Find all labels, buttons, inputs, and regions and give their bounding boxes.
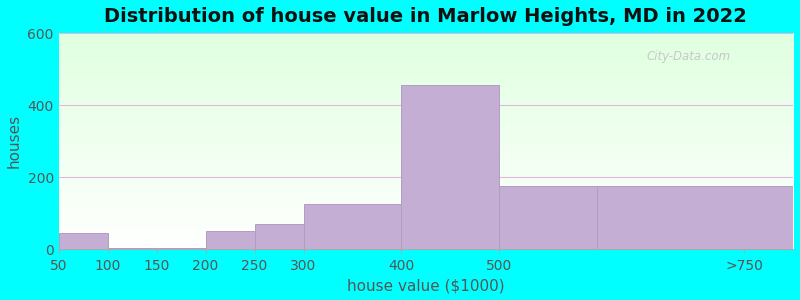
Title: Distribution of house value in Marlow Heights, MD in 2022: Distribution of house value in Marlow He… <box>105 7 747 26</box>
Y-axis label: houses: houses <box>7 114 22 168</box>
Bar <box>254 224 303 250</box>
Bar <box>598 186 793 250</box>
Text: City-Data.com: City-Data.com <box>646 50 730 63</box>
X-axis label: house value ($1000): house value ($1000) <box>347 278 505 293</box>
Bar <box>58 232 108 250</box>
Bar <box>303 204 402 250</box>
Bar <box>499 186 598 250</box>
Bar <box>157 248 206 250</box>
Bar <box>108 248 157 250</box>
Bar <box>402 85 499 250</box>
Bar <box>206 231 254 250</box>
